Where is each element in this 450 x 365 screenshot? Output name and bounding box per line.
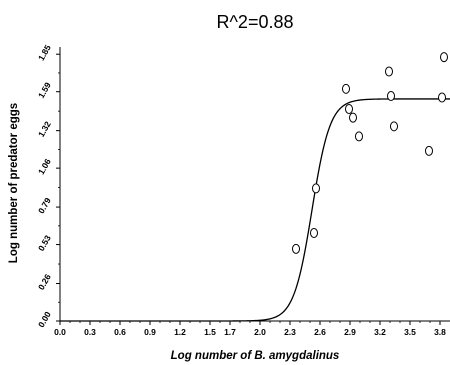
y-tick-label: 0.79 [36, 196, 53, 216]
data-point [385, 66, 393, 77]
data-point [310, 228, 318, 239]
x-tick-label: 0.6 [114, 327, 126, 337]
y-axis-label: Log number of predator eggs [8, 103, 20, 263]
data-layer [60, 52, 450, 322]
y-tick-label: 0.00 [36, 310, 53, 330]
x-axis-ticks: 0.0 0.3 0.6 0.9 1.2 1.5 1.7 2.0 2.3 2.6 2.9 3.2 3.5 3… [54, 321, 446, 337]
x-tick-label: 2.3 [284, 327, 296, 337]
x-tick-label: 2.0 [254, 327, 266, 337]
data-point [312, 183, 320, 194]
y-tick-label: 1.06 [36, 157, 53, 177]
x-tick-label: 3.5 [404, 327, 416, 337]
data-point [292, 243, 300, 254]
y-tick-label: 1.85 [36, 43, 53, 63]
data-point [390, 121, 398, 132]
plot-area [59, 47, 450, 322]
x-tick-label: 2.9 [344, 327, 356, 337]
data-point [440, 52, 448, 63]
y-tick-label: 0.26 [36, 272, 53, 292]
data-point [355, 131, 363, 142]
x-tick-label: 0.3 [84, 327, 96, 337]
y-tick-label: 1.32 [36, 119, 53, 139]
data-point [342, 83, 350, 94]
data-point [345, 104, 353, 115]
y-axis-ticks: 0.00 0.26 0.53 0.79 1.06 1.32 1.59 1.85 [36, 43, 60, 329]
x-tick-label: 0.9 [144, 327, 156, 337]
x-tick-label: 3.2 [374, 327, 386, 337]
data-point [387, 91, 395, 102]
x-tick-label: 3.8 [434, 327, 446, 337]
data-point [425, 145, 433, 156]
data-point [438, 92, 446, 103]
x-axis-label: Log number of B. amygdalinus [171, 350, 340, 362]
y-tick-label: 1.59 [36, 80, 53, 100]
x-tick-label: 1.5 [204, 327, 216, 337]
x-tick-label: 2.6 [314, 327, 326, 337]
x-tick-label: 0.0 [54, 327, 66, 337]
y-tick-label: 0.53 [36, 233, 53, 253]
chart-title: R^2=0.88 [216, 12, 293, 32]
x-tick-label: 1.7 [224, 327, 236, 337]
data-point [349, 112, 357, 123]
fitted-curve [60, 98, 450, 322]
x-tick-label: 1.2 [174, 327, 186, 337]
